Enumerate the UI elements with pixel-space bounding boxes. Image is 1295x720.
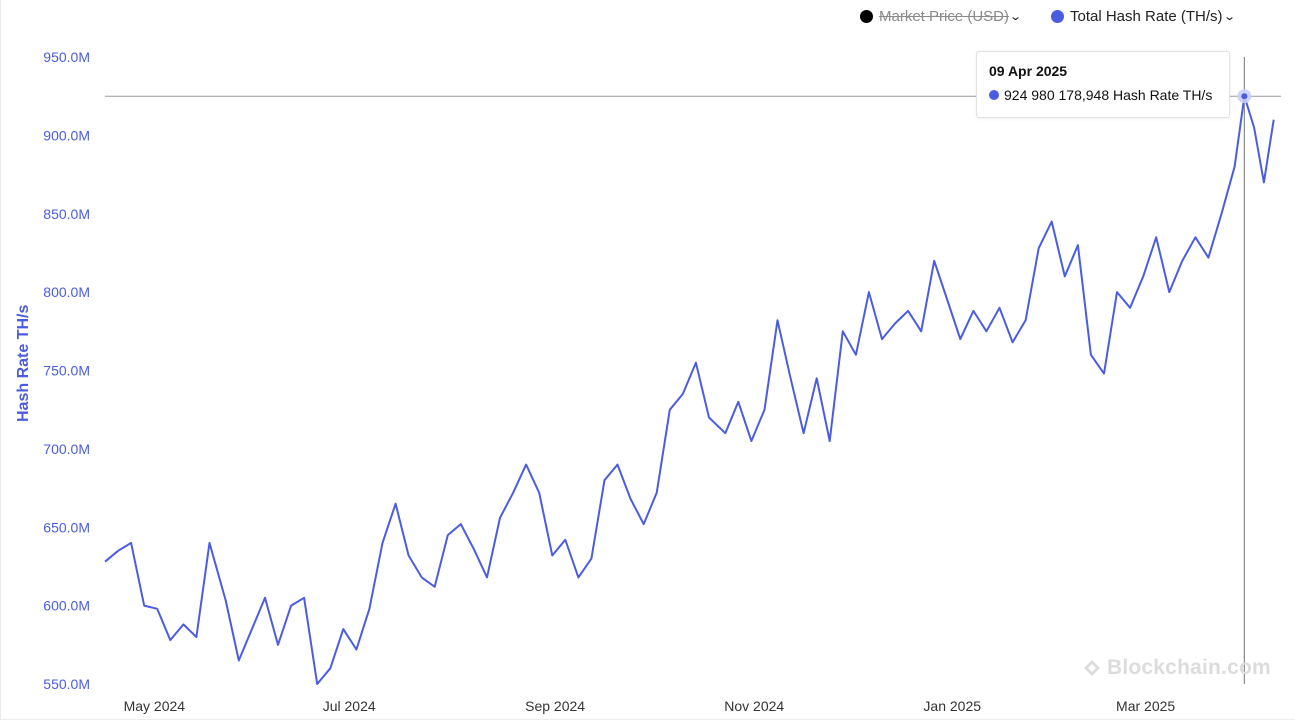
x-tick-label: Jul 2024 bbox=[323, 698, 376, 714]
y-tick-label: 600.0M bbox=[43, 598, 90, 614]
y-tick-label: 800.0M bbox=[43, 284, 90, 300]
x-tick-label: May 2024 bbox=[124, 698, 186, 714]
y-axis-title: Hash Rate TH/s bbox=[15, 304, 32, 422]
legend-label-hash-rate: Total Hash Rate (TH/s) bbox=[1070, 8, 1223, 25]
hash-rate-series-line[interactable] bbox=[104, 95, 1275, 685]
watermark-text: Blockchain.com bbox=[1107, 656, 1271, 679]
y-tick-label: 950.0M bbox=[43, 49, 90, 65]
hash-rate-dot-icon bbox=[1051, 10, 1064, 23]
blockchain-watermark: Blockchain.com bbox=[1083, 656, 1271, 680]
market-price-dot-icon bbox=[860, 10, 873, 23]
y-tick-label: 750.0M bbox=[43, 363, 90, 379]
tooltip-series-dot-icon bbox=[989, 90, 999, 100]
y-axis-ticks: 550.0M 600.0M 650.0M 700.0M 750.0M 800.0M 850.… bbox=[43, 49, 90, 692]
x-axis-ticks: May 2024 Jul 2024 Sep 2024 Nov 2024 Jan 2025… bbox=[124, 698, 1176, 714]
hover-point-marker[interactable] bbox=[1241, 93, 1248, 100]
tooltip-date: 09 Apr 2025 bbox=[989, 63, 1068, 79]
y-tick-label: 900.0M bbox=[43, 127, 90, 143]
chevron-down-icon: ⌄ bbox=[1009, 11, 1023, 23]
legend-item-hash-rate[interactable]: Total Hash Rate (TH/s) ⌄ bbox=[1051, 8, 1236, 25]
chevron-down-icon: ⌄ bbox=[1222, 11, 1236, 23]
y-tick-label: 550.0M bbox=[43, 676, 90, 692]
legend-label-market-price: Market Price (USD) bbox=[879, 8, 1010, 25]
x-tick-label: Nov 2024 bbox=[724, 698, 784, 714]
x-tick-label: Jan 2025 bbox=[923, 698, 981, 714]
y-tick-label: 850.0M bbox=[43, 206, 90, 222]
legend-item-market-price[interactable]: Market Price (USD) ⌄ bbox=[860, 8, 1023, 25]
tooltip-value: 924 980 178,948 Hash Rate TH/s bbox=[1004, 87, 1213, 103]
blockchain-logo-icon bbox=[1084, 660, 1100, 676]
y-tick-label: 650.0M bbox=[43, 519, 90, 535]
hover-tooltip: 09 Apr 2025 924 980 178,948 Hash Rate TH… bbox=[976, 51, 1230, 118]
y-tick-label: 700.0M bbox=[43, 441, 90, 457]
x-tick-label: Mar 2025 bbox=[1116, 698, 1175, 714]
x-tick-label: Sep 2024 bbox=[525, 698, 585, 714]
